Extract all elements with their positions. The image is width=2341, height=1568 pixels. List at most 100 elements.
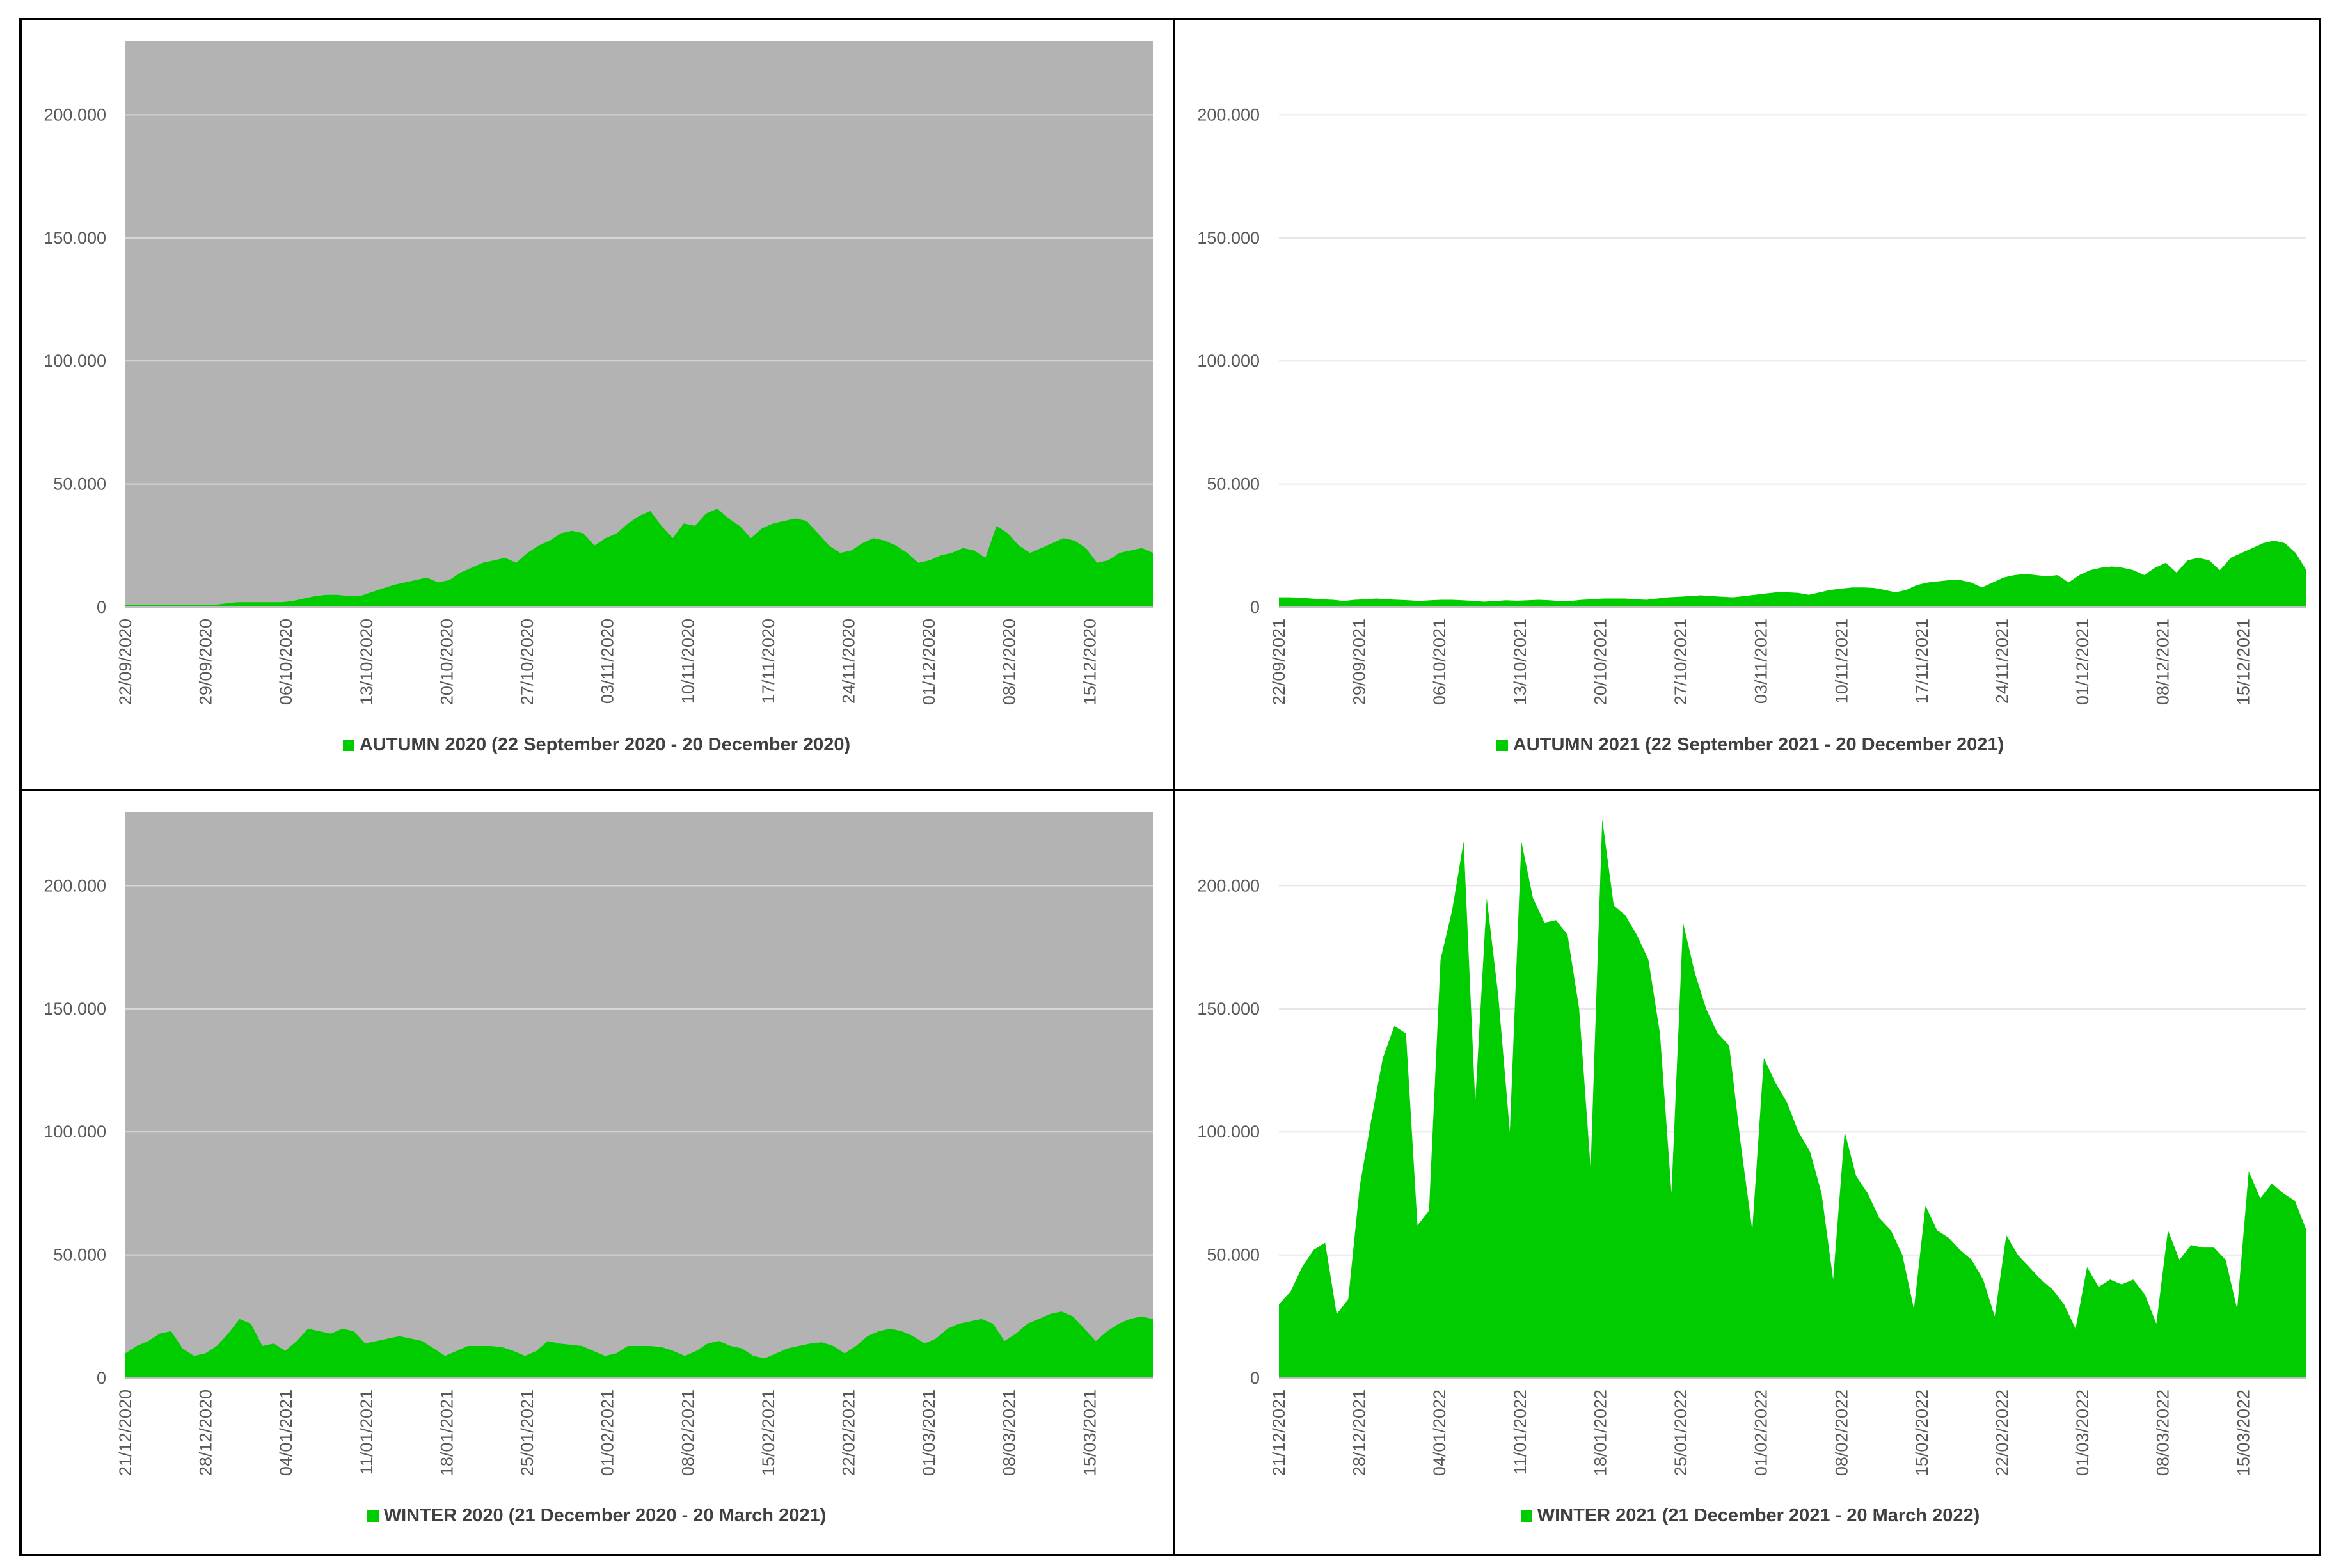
x-tick-label: 08/03/2021 [1000, 1390, 1019, 1476]
x-tick-label: 08/03/2022 [2154, 1390, 2173, 1476]
y-tick-label: 100.000 [44, 1122, 106, 1141]
panel-divider-vertical [1173, 20, 1175, 1554]
x-tick-label: 03/11/2021 [1752, 619, 1771, 704]
x-tick-label: 10/11/2021 [1832, 619, 1851, 704]
legend-label: AUTUMN 2021 (22 September 2021 - 20 Dece… [1512, 734, 2004, 755]
x-tick-label: 06/10/2021 [1430, 619, 1449, 705]
x-tick-label: 22/02/2021 [839, 1390, 859, 1476]
plot-area [125, 812, 1153, 1378]
y-tick-label: 0 [97, 598, 106, 617]
x-tick-label: 18/01/2021 [437, 1390, 456, 1476]
x-tick-label: 13/10/2020 [357, 619, 376, 705]
y-tick-label: 50.000 [1207, 1246, 1260, 1265]
x-tick-label: 11/01/2021 [357, 1390, 376, 1475]
x-tick-label: 17/11/2021 [1912, 619, 1932, 704]
x-tick-label: 29/09/2020 [196, 619, 216, 705]
y-tick-label: 50.000 [53, 1246, 106, 1265]
x-tick-label: 24/11/2020 [839, 619, 859, 704]
x-tick-label: 01/02/2021 [598, 1390, 617, 1476]
x-tick-label: 11/01/2022 [1511, 1390, 1530, 1475]
y-tick-label: 50.000 [53, 475, 106, 494]
chart-grid: 0 50.000 100.000 150.000 200.000 22/09/2020 29… [19, 18, 2321, 1556]
plot-area [1279, 41, 2306, 607]
x-tick-label: 01/12/2020 [919, 619, 939, 705]
x-tick-label: 15/03/2022 [2234, 1390, 2253, 1476]
x-tick-label: 15/12/2020 [1080, 619, 1099, 705]
y-tick-label: 200.000 [1197, 876, 1260, 895]
legend: AUTUMN 2020 (22 September 2020 - 20 Dece… [22, 734, 1171, 756]
y-tick-label: 0 [1250, 598, 1260, 617]
x-tick-label: 15/03/2021 [1080, 1390, 1099, 1476]
y-tick-label: 150.000 [1197, 228, 1260, 248]
series-area [1279, 819, 2306, 1378]
x-tick-label: 18/01/2022 [1591, 1390, 1610, 1476]
x-tick-label: 01/12/2021 [2073, 619, 2092, 705]
x-tick-label: 25/01/2022 [1671, 1390, 1690, 1476]
x-tick-label: 01/03/2021 [919, 1390, 939, 1476]
y-tick-label: 200.000 [1197, 105, 1260, 124]
y-tick-label: 200.000 [44, 105, 106, 124]
x-tick-label: 21/12/2021 [1269, 1390, 1289, 1476]
x-tick-label: 22/09/2021 [1269, 619, 1289, 705]
y-tick-label: 150.000 [44, 228, 106, 248]
x-tick-label: 28/12/2020 [196, 1390, 216, 1476]
x-tick-label: 29/09/2021 [1350, 619, 1369, 705]
legend: AUTUMN 2021 (22 September 2021 - 20 Dece… [1175, 734, 2325, 756]
panel-divider-horizontal [22, 789, 2319, 791]
x-tick-label: 04/01/2022 [1430, 1390, 1449, 1476]
y-tick-label: 50.000 [1207, 475, 1260, 494]
x-tick-label: 08/12/2021 [2154, 619, 2173, 705]
x-tick-label: 22/02/2022 [1993, 1390, 2012, 1476]
legend-label: WINTER 2021 (21 December 2021 - 20 March… [1537, 1505, 1980, 1526]
x-tick-label: 10/11/2020 [678, 619, 697, 704]
legend: WINTER 2020 (21 December 2020 - 20 March… [22, 1505, 1171, 1526]
area-chart-winter-2020: 0 50.000 100.000 150.000 200.000 21/12/2020 28… [44, 812, 1153, 1476]
chart-panel-winter-2021: 0 50.000 100.000 150.000 200.000 21/12/2021 28… [1175, 791, 2325, 1558]
x-tick-label: 01/02/2022 [1752, 1390, 1771, 1476]
y-tick-label: 150.000 [44, 999, 106, 1018]
chart-panel-autumn-2020: 0 50.000 100.000 150.000 200.000 22/09/2020 29… [22, 20, 1171, 788]
series-area [125, 509, 1153, 607]
y-tick-label: 100.000 [44, 351, 106, 370]
x-tick-label: 20/10/2021 [1591, 619, 1610, 705]
legend-label: AUTUMN 2020 (22 September 2020 - 20 Dece… [359, 734, 851, 755]
y-tick-label: 0 [97, 1368, 106, 1388]
chart-panel-autumn-2021: 0 50.000 100.000 150.000 200.000 22/09/2021 29… [1175, 20, 2325, 788]
legend-swatch [1496, 740, 1508, 751]
x-tick-label: 08/02/2021 [678, 1390, 697, 1476]
x-tick-label: 06/10/2020 [276, 619, 296, 705]
legend-swatch [1520, 1510, 1532, 1522]
series-area [125, 1311, 1153, 1378]
area-chart-autumn-2021: 0 50.000 100.000 150.000 200.000 22/09/2021 29… [1197, 41, 2306, 705]
x-tick-label: 21/12/2020 [116, 1390, 135, 1476]
x-tick-label: 28/12/2021 [1350, 1390, 1369, 1476]
x-tick-label: 25/01/2021 [518, 1390, 537, 1476]
x-tick-label: 15/02/2022 [1912, 1390, 1932, 1476]
legend: WINTER 2021 (21 December 2021 - 20 March… [1175, 1505, 2325, 1526]
series-area [1279, 541, 2306, 607]
legend-label: WINTER 2020 (21 December 2020 - 20 March… [383, 1505, 827, 1526]
x-tick-label: 24/11/2021 [1993, 619, 2012, 704]
y-tick-label: 150.000 [1197, 999, 1260, 1018]
y-tick-label: 100.000 [1197, 351, 1260, 370]
x-tick-label: 01/03/2022 [2073, 1390, 2092, 1476]
x-tick-label: 08/02/2022 [1832, 1390, 1851, 1476]
y-tick-label: 0 [1250, 1368, 1260, 1388]
area-chart-autumn-2020: 0 50.000 100.000 150.000 200.000 22/09/2020 29… [44, 41, 1153, 705]
x-tick-label: 15/02/2021 [759, 1390, 778, 1476]
y-tick-label: 100.000 [1197, 1122, 1260, 1141]
x-tick-label: 15/12/2021 [2234, 619, 2253, 705]
x-tick-label: 27/10/2021 [1671, 619, 1690, 705]
legend-swatch [342, 740, 354, 751]
x-tick-label: 03/11/2020 [598, 619, 617, 704]
chart-panel-winter-2020: 0 50.000 100.000 150.000 200.000 21/12/2020 28… [22, 791, 1171, 1558]
y-tick-label: 200.000 [44, 876, 106, 895]
x-tick-label: 22/09/2020 [116, 619, 135, 705]
x-tick-label: 04/01/2021 [276, 1390, 296, 1476]
plot-area [125, 41, 1153, 607]
area-chart-winter-2021: 0 50.000 100.000 150.000 200.000 21/12/2021 28… [1197, 812, 2306, 1476]
legend-swatch [367, 1510, 379, 1522]
x-tick-label: 20/10/2020 [437, 619, 456, 705]
x-tick-label: 27/10/2020 [518, 619, 537, 705]
x-tick-label: 17/11/2020 [759, 619, 778, 704]
